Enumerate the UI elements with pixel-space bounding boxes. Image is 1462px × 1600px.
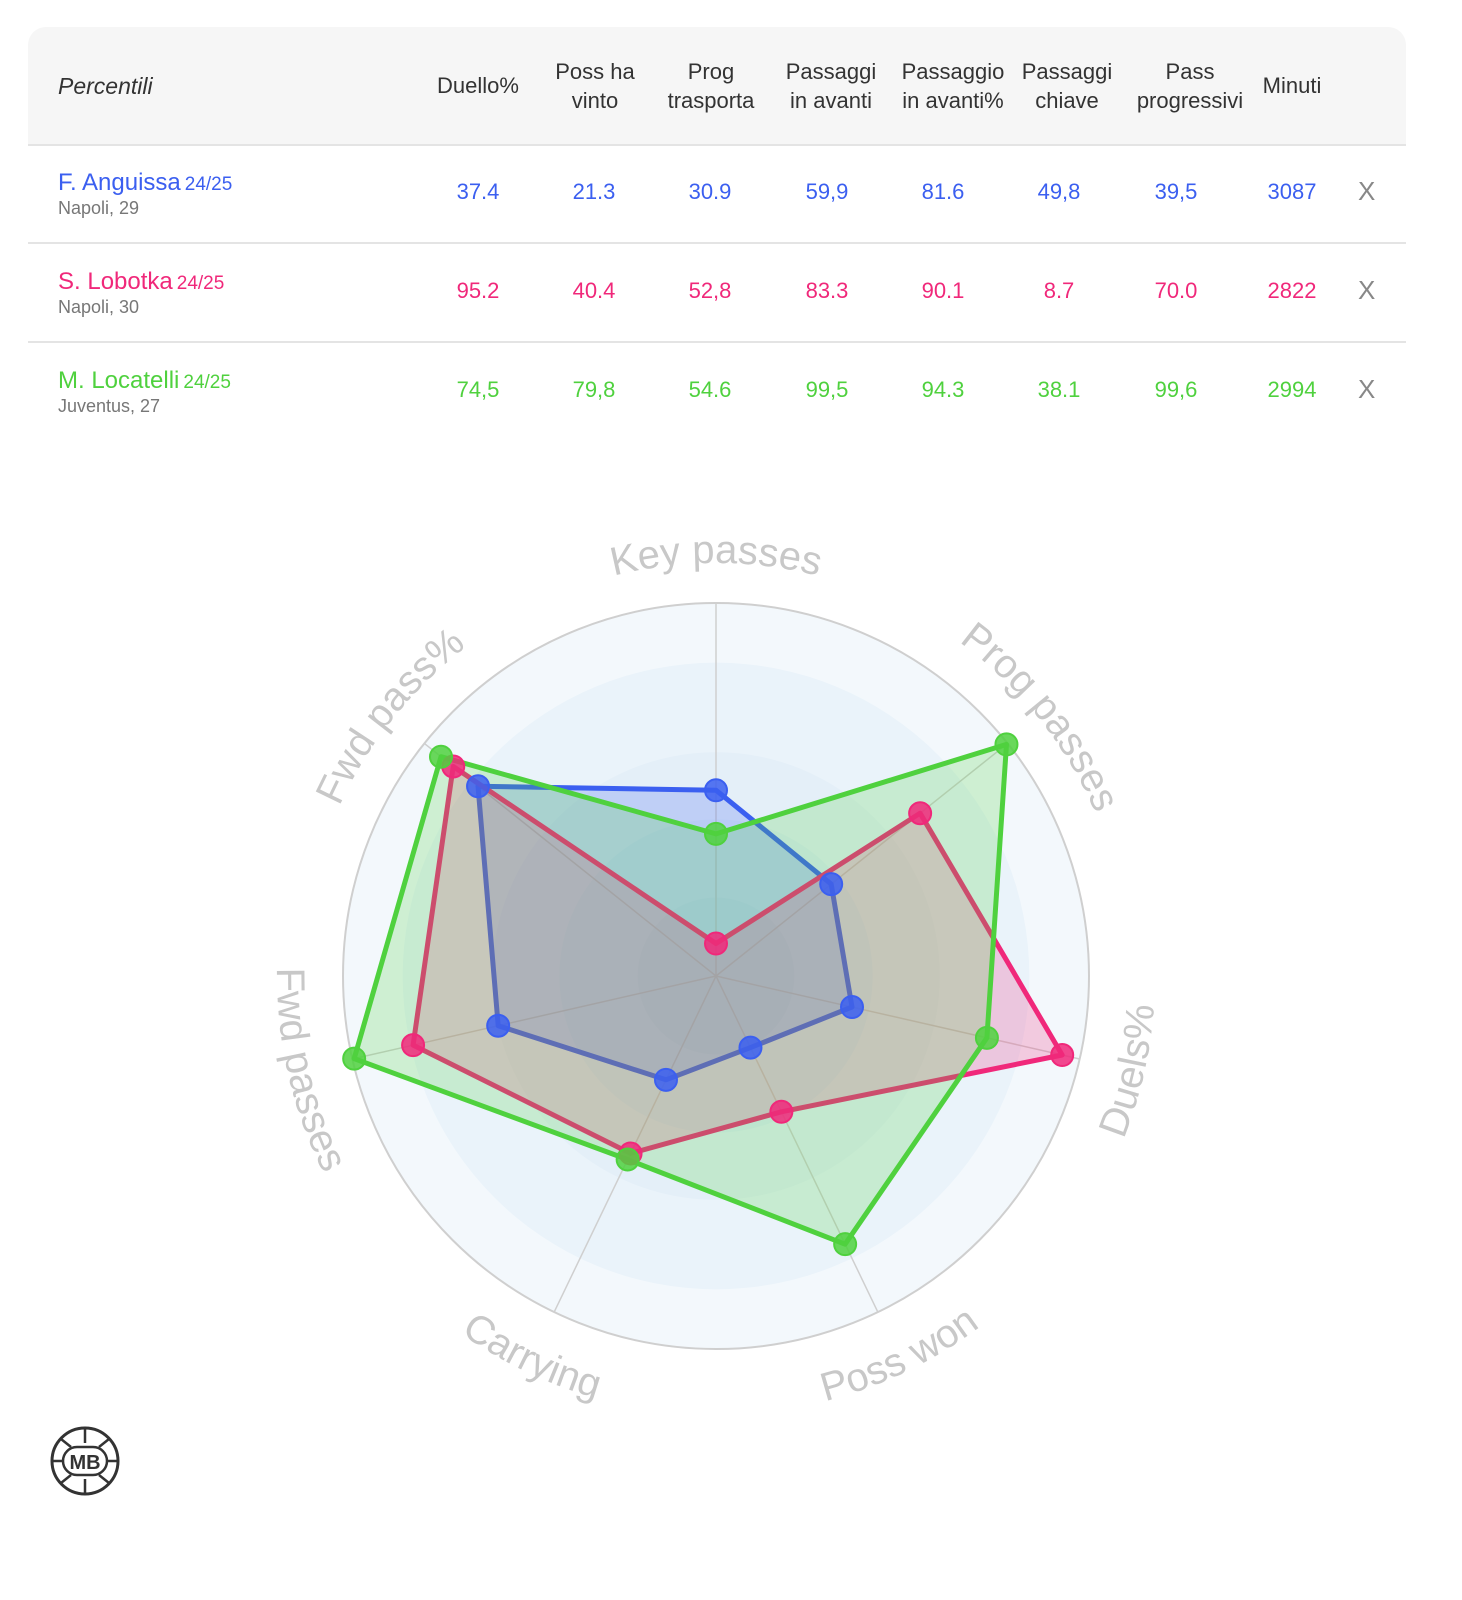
radar-point bbox=[769, 1099, 794, 1124]
radar-spoke bbox=[715, 975, 1080, 1060]
radar-point bbox=[994, 732, 1019, 757]
table-header: Percentili Duello% Poss ha vinto Prog tr… bbox=[28, 27, 1406, 146]
value-minutes: 2822 bbox=[1267, 278, 1317, 303]
radar-spoke bbox=[715, 742, 1009, 977]
value-prog-passes: 39,5 bbox=[1154, 179, 1198, 204]
radar-point bbox=[615, 1147, 640, 1172]
value-poss-won: 79,8 bbox=[572, 377, 616, 402]
value-key-passes: 38.1 bbox=[1037, 377, 1081, 402]
mb-logo: MB bbox=[49, 1425, 121, 1497]
value-fwd-passes: 59,9 bbox=[805, 179, 849, 204]
radar-point bbox=[342, 1046, 367, 1071]
radar-axis-label: Key passes bbox=[606, 528, 826, 585]
radar-point bbox=[428, 744, 453, 769]
radar-axis-label: Fwd passes bbox=[268, 967, 356, 1177]
svg-text:MB: MB bbox=[69, 1452, 100, 1474]
remove-player-button[interactable]: X bbox=[1358, 374, 1376, 404]
value-prog-carries: 30.9 bbox=[688, 179, 732, 204]
radar-point bbox=[653, 1067, 678, 1092]
player-team: Juventus, 27 bbox=[58, 396, 161, 416]
column-header-key-passes[interactable]: Passaggi chiave bbox=[1021, 58, 1113, 113]
value-prog-passes: 99,6 bbox=[1154, 377, 1198, 402]
value-fwd-pass-pct: 94.3 bbox=[921, 377, 965, 402]
radar-point bbox=[738, 1035, 763, 1060]
column-header-prog-passes[interactable]: Pass progressivi bbox=[1136, 58, 1244, 113]
value-duels: 95.2 bbox=[456, 278, 500, 303]
value-poss-won: 21.3 bbox=[572, 179, 616, 204]
remove-player-button[interactable]: X bbox=[1358, 176, 1376, 206]
comparison-table: Percentili Duello% Poss ha vinto Prog tr… bbox=[28, 27, 1406, 447]
player-name[interactable]: F. Anguissa 24/25 bbox=[58, 169, 233, 196]
radar-point bbox=[840, 995, 865, 1020]
radar-point bbox=[704, 778, 728, 803]
value-fwd-passes: 99,5 bbox=[805, 377, 849, 402]
value-key-passes: 8.7 bbox=[1043, 278, 1075, 303]
player-row-locatelli: M. Locatelli 24/25 Juventus, 27 74,5 79,8… bbox=[28, 342, 1406, 440]
player-team: Napoli, 29 bbox=[58, 198, 140, 218]
column-header-fwd-pass-pct[interactable]: Passaggio in avanti% bbox=[901, 58, 1005, 113]
value-fwd-passes: 83.3 bbox=[805, 278, 849, 303]
value-fwd-pass-pct: 81.6 bbox=[921, 179, 965, 204]
radar-point bbox=[704, 931, 728, 956]
value-key-passes: 49,8 bbox=[1037, 179, 1081, 204]
remove-player-button[interactable]: X bbox=[1358, 275, 1376, 305]
value-prog-passes: 70.0 bbox=[1154, 278, 1198, 303]
column-header-duels[interactable]: Duello% bbox=[437, 73, 519, 98]
radar-point bbox=[833, 1232, 858, 1257]
value-minutes: 2994 bbox=[1267, 377, 1317, 402]
column-header-fwd-passes[interactable]: Passaggi in avanti bbox=[785, 58, 877, 113]
value-fwd-pass-pct: 90.1 bbox=[921, 278, 965, 303]
radar-point bbox=[401, 1033, 426, 1058]
percentiles-label: Percentili bbox=[58, 73, 153, 99]
player-row-lobotka: S. Lobotka 24/25 Napoli, 30 95.2 40.4 52,… bbox=[28, 243, 1406, 343]
radar-series-polygon bbox=[475, 783, 855, 1083]
radar-point bbox=[466, 774, 491, 799]
radar-series-polygon bbox=[351, 741, 1009, 1247]
player-name[interactable]: S. Lobotka 24/25 bbox=[58, 268, 225, 295]
column-header-prog-carries[interactable]: Prog trasporta bbox=[667, 58, 755, 113]
value-duels: 74,5 bbox=[456, 377, 500, 402]
player-name[interactable]: M. Locatelli 24/25 bbox=[58, 367, 231, 394]
radar-point bbox=[486, 1013, 511, 1038]
radar-series-polygon bbox=[410, 764, 1065, 1156]
value-poss-won: 40.4 bbox=[572, 278, 616, 303]
value-prog-carries: 52,8 bbox=[688, 278, 732, 303]
value-duels: 37.4 bbox=[456, 179, 500, 204]
radar-point bbox=[974, 1025, 999, 1050]
radar-point bbox=[704, 821, 728, 846]
value-minutes: 3087 bbox=[1267, 179, 1317, 204]
column-header-poss-won[interactable]: Poss ha vinto bbox=[555, 58, 635, 113]
radar-point bbox=[819, 872, 844, 897]
radar-axis-label: Duels% bbox=[1091, 1002, 1164, 1143]
radar-point bbox=[908, 801, 933, 826]
radar-point bbox=[1050, 1043, 1075, 1068]
player-row-anguissa: F. Anguissa 24/25 Napoli, 29 37.4 21.3 30… bbox=[28, 144, 1406, 244]
column-header-minutes[interactable]: Minuti bbox=[1262, 73, 1322, 98]
player-team: Napoli, 30 bbox=[58, 297, 140, 317]
radar-spoke bbox=[715, 975, 879, 1313]
value-prog-carries: 54.6 bbox=[688, 377, 732, 402]
